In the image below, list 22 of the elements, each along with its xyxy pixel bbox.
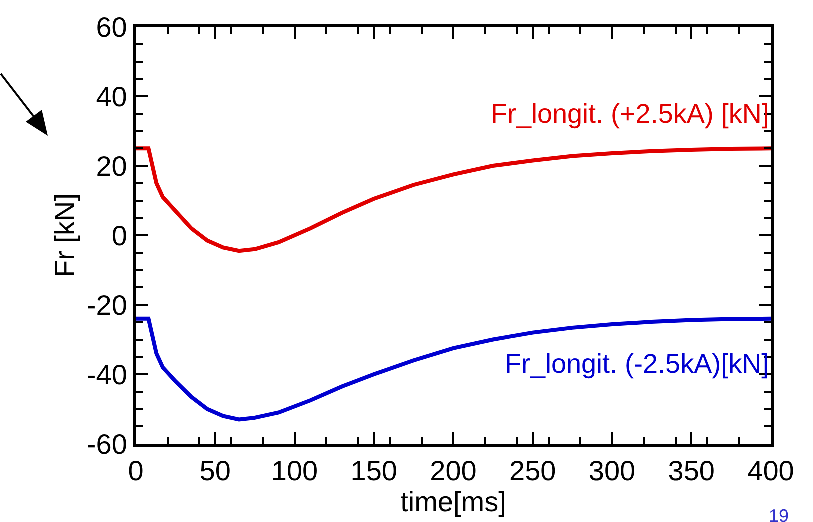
- x-tick-label: 400: [748, 456, 794, 487]
- y-tick-label: -60: [86, 428, 128, 460]
- x-tick-label: 100: [271, 456, 318, 487]
- y-tick-label: -20: [86, 290, 128, 321]
- x-tick-label: 50: [200, 456, 231, 487]
- x-axis-title: time[ms]: [400, 486, 506, 518]
- series-label: Fr_longit. (-2.5kA)[kN]: [505, 349, 770, 379]
- x-tick-label: 300: [588, 456, 636, 487]
- text: 19: [769, 506, 790, 522]
- line-series: [136, 146, 771, 254]
- x-tick-label: 150: [350, 456, 398, 487]
- y-tick-label: 0: [112, 220, 128, 252]
- x-tick-label: 200: [430, 456, 477, 487]
- y-tick-label: 60: [96, 12, 128, 43]
- y-axis-title: Fr [kN]: [50, 194, 81, 278]
- x-tick-label: 350: [668, 456, 715, 487]
- y-tick-label: 40: [96, 81, 128, 112]
- y-tick-label: -40: [86, 359, 128, 390]
- series-label: Fr_longit. (+2.5kA) [kN]: [491, 99, 770, 129]
- line-series: [136, 316, 771, 422]
- y-tick-label: 20: [96, 150, 128, 182]
- x-tick-label: 250: [510, 456, 556, 487]
